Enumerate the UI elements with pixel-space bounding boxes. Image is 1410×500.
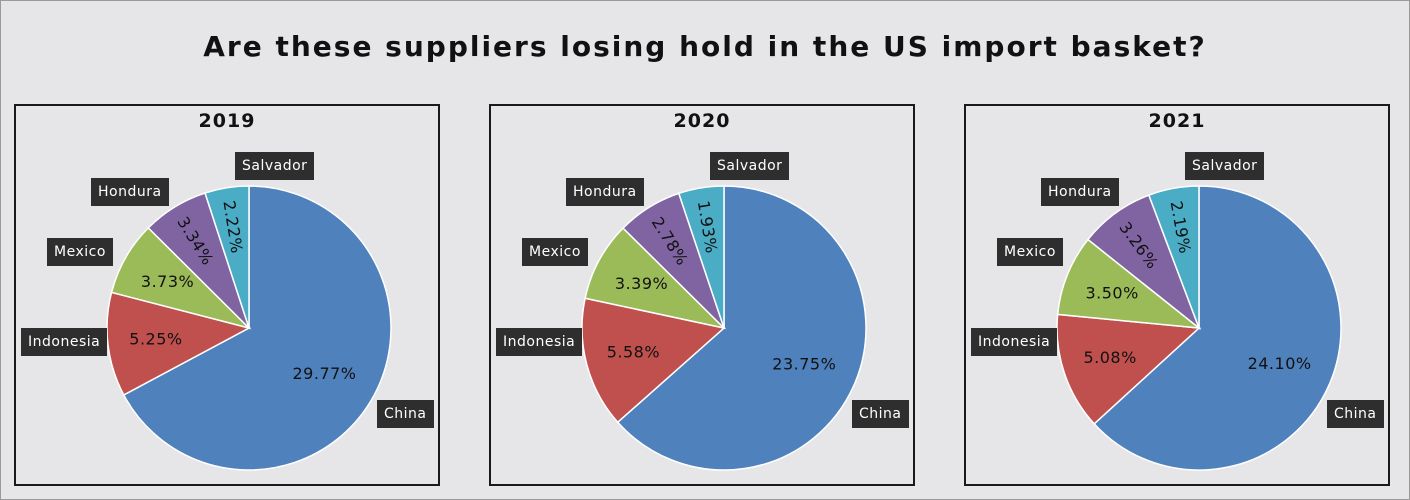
category-label-indonesia: Indonesia bbox=[21, 328, 108, 356]
pie-slice-salvador bbox=[1147, 185, 1200, 329]
pie-slice-china bbox=[1093, 185, 1342, 471]
panel-title: 2019 bbox=[198, 110, 256, 132]
category-label-china: China bbox=[852, 400, 909, 428]
pie-panel-2021: 2021 24.10% 5.08% 3.50% 3.26% 2.19% Salvador… bbox=[964, 104, 1390, 486]
pie-slice-salvador bbox=[204, 185, 250, 329]
category-label-mexico: Mexico bbox=[997, 238, 1063, 266]
panel-title: 2021 bbox=[1148, 110, 1206, 132]
pie-slice-indonesia bbox=[106, 291, 252, 396]
data-label-mexico: 3.39% bbox=[615, 274, 668, 293]
pie-slice-indonesia bbox=[1056, 313, 1201, 425]
chart-title: Are these suppliers losing hold in the U… bbox=[203, 30, 1207, 63]
pie-slice-mexico bbox=[1056, 238, 1202, 329]
pie-slice-indonesia bbox=[581, 297, 726, 424]
panel-title: 2020 bbox=[673, 110, 731, 132]
category-label-hondura: Hondura bbox=[566, 178, 644, 206]
data-label-mexico: 3.50% bbox=[1085, 283, 1138, 302]
category-label-indonesia: Indonesia bbox=[496, 328, 583, 356]
data-label-indonesia: 5.25% bbox=[129, 330, 182, 349]
pie-slice-mexico bbox=[584, 227, 727, 330]
category-label-mexico: Mexico bbox=[47, 238, 113, 266]
data-label-china: 23.75% bbox=[772, 355, 836, 374]
pie-chart-2019: 29.77%5.25%3.73%3.34% 2.22% bbox=[106, 185, 392, 471]
category-label-salvador: Salvador bbox=[710, 152, 790, 180]
pie-slice-china bbox=[616, 185, 867, 471]
category-label-china: China bbox=[377, 400, 434, 428]
category-label-china: China bbox=[1327, 400, 1384, 428]
data-label-china: 29.77% bbox=[293, 364, 357, 383]
pie-chart-2021: 24.10%5.08%3.50%3.26% 2.19% bbox=[1056, 185, 1342, 471]
category-label-hondura: Hondura bbox=[1041, 178, 1119, 206]
data-label-mexico: 3.73% bbox=[141, 272, 194, 291]
data-label-china: 24.10% bbox=[1248, 354, 1312, 373]
pie-chart-2020: 23.75%5.58%3.39%2.78% 1.93% bbox=[581, 185, 867, 471]
category-label-indonesia: Indonesia bbox=[971, 328, 1058, 356]
category-label-salvador: Salvador bbox=[1185, 152, 1265, 180]
category-label-mexico: Mexico bbox=[522, 238, 588, 266]
data-label-indonesia: 5.58% bbox=[607, 342, 660, 361]
data-label-indonesia: 5.08% bbox=[1083, 348, 1136, 367]
pie-slice-salvador bbox=[677, 185, 725, 329]
pie-panel-2020: 2020 23.75% 5.58% 3.39% 2.78% 1.93% Salvador… bbox=[489, 104, 915, 486]
category-label-salvador: Salvador bbox=[235, 152, 315, 180]
pie-panel-2019: 2019 29.77% 5.25% 3.73% 3.34% 2.22% Salvador… bbox=[14, 104, 440, 486]
category-label-hondura: Hondura bbox=[91, 178, 169, 206]
pie-slice-china bbox=[122, 185, 392, 471]
